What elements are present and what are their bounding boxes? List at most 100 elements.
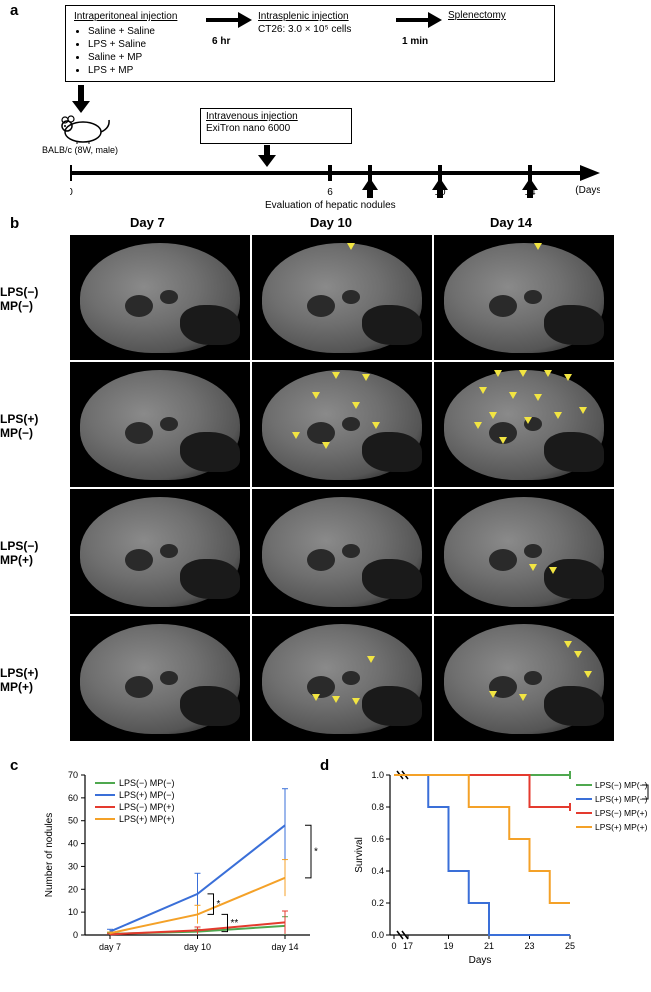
nodule-marker — [362, 374, 370, 381]
svg-text:0.8: 0.8 — [371, 802, 384, 812]
iv-title: Intravenous injection — [206, 111, 298, 122]
svg-text:LPS(+) MP(−): LPS(+) MP(−) — [595, 794, 648, 804]
ip-injection-list: Saline + Saline LPS + Saline Saline + MP… — [74, 25, 177, 77]
nodule-marker — [519, 694, 527, 701]
ct-image-r0c1 — [252, 235, 432, 360]
eval-label: Evaluation of hepatic nodules — [265, 200, 396, 211]
svg-text:LPS(−) MP(+): LPS(−) MP(+) — [595, 808, 648, 818]
nodule-marker — [524, 417, 532, 424]
nodule-marker — [574, 651, 582, 658]
ct-image-r1c0 — [70, 362, 250, 487]
nodule-marker — [564, 641, 572, 648]
svg-text:*: * — [217, 899, 221, 910]
intrasplenic-block: Intrasplenic injection CT26: 3.0 × 10⁵ c… — [258, 10, 351, 36]
intrasplenic-title: Intrasplenic injection — [258, 11, 349, 22]
panel-c-label: c — [10, 757, 18, 774]
nodule-marker — [549, 567, 557, 574]
nodule-marker — [579, 407, 587, 414]
nodule-marker — [489, 412, 497, 419]
svg-text:LPS(−) MP(−): LPS(−) MP(−) — [119, 778, 175, 788]
svg-text:0.2: 0.2 — [371, 898, 384, 908]
svg-text:40: 40 — [68, 839, 78, 849]
nodule-marker — [332, 372, 340, 379]
panel-cd: c 010203040506070day 7day 10day 14Number… — [0, 755, 651, 975]
svg-text:0.0: 0.0 — [371, 930, 384, 940]
svg-text:0.6: 0.6 — [371, 834, 384, 844]
nodule-marker — [312, 694, 320, 701]
svg-text:30: 30 — [68, 861, 78, 871]
mouse-label: BALB/c (8W, male) — [42, 145, 118, 155]
svg-text:0: 0 — [391, 941, 396, 951]
nodule-marker — [494, 370, 502, 377]
row-label-2: LPS(−)MP(+) — [0, 539, 38, 568]
ip-injection-title: Intraperitoneal injection — [74, 11, 177, 22]
day-header-14: Day 14 — [490, 215, 532, 230]
intrasplenic-sub: CT26: 3.0 × 10⁵ cells — [258, 24, 351, 35]
nodule-marker — [534, 243, 542, 250]
ct-image-r1c1 — [252, 362, 432, 487]
nodule-marker — [352, 698, 360, 705]
eval-arrows — [70, 178, 600, 200]
svg-text:17: 17 — [403, 941, 413, 951]
svg-text:LPS(+) MP(+): LPS(+) MP(+) — [119, 814, 175, 824]
nodule-marker — [347, 243, 355, 250]
nodule-marker — [312, 392, 320, 399]
svg-text:25: 25 — [565, 941, 575, 951]
ip-injection-block: Intraperitoneal injection Saline + Salin… — [74, 10, 177, 77]
ip-item-3: LPS + MP — [88, 64, 177, 77]
nodule-marker — [564, 374, 572, 381]
survival-chart: 0.00.20.40.60.81.001719212325DaysSurviva… — [350, 765, 650, 965]
row-label-3: LPS(+)MP(+) — [0, 666, 38, 695]
row-label-0: LPS(−)MP(−) — [0, 285, 38, 314]
svg-text:70: 70 — [68, 770, 78, 780]
ct-image-r1c2 — [434, 362, 614, 487]
ct-image-r2c2 — [434, 489, 614, 614]
panel-d-label: d — [320, 757, 329, 774]
nodule-marker — [544, 370, 552, 377]
arrow-1 — [206, 12, 252, 33]
day-header-10: Day 10 — [310, 215, 352, 230]
svg-text:19: 19 — [443, 941, 453, 951]
svg-text:LPS(+) MP(+): LPS(+) MP(+) — [595, 822, 648, 832]
nodule-marker — [332, 696, 340, 703]
nodule-marker — [584, 671, 592, 678]
figure: a Intraperitoneal injection Saline + Sal… — [0, 0, 651, 975]
svg-text:day 7: day 7 — [99, 942, 121, 952]
ct-image-r0c2 — [434, 235, 614, 360]
ct-image-r2c1 — [252, 489, 432, 614]
arrow-down-mouse — [72, 85, 90, 113]
svg-text:**: ** — [231, 918, 239, 929]
nodule-marker — [292, 432, 300, 439]
svg-text:LPS(−) MP(+): LPS(−) MP(+) — [119, 802, 175, 812]
protocol-box: Intraperitoneal injection Saline + Salin… — [65, 5, 555, 82]
panel-b: b Day 7 Day 10 Day 14 LPS(−)MP(−) LPS(+)M… — [0, 215, 651, 755]
nodule-marker — [554, 412, 562, 419]
arrow-2 — [396, 12, 442, 33]
nodule-marker — [367, 656, 375, 663]
svg-text:Days: Days — [469, 955, 492, 965]
ip-item-1: LPS + Saline — [88, 38, 177, 51]
nodule-marker — [372, 422, 380, 429]
svg-text:LPS(−) MP(−): LPS(−) MP(−) — [595, 780, 648, 790]
interval-1min: 1 min — [402, 36, 428, 47]
nodule-count-chart: 010203040506070day 7day 10day 14Number o… — [40, 765, 320, 965]
nodule-marker — [499, 437, 507, 444]
svg-text:60: 60 — [68, 793, 78, 803]
ct-image-r0c0 — [70, 235, 250, 360]
day-header-7: Day 7 — [130, 215, 165, 230]
interval-6hr: 6 hr — [212, 36, 230, 47]
splenectomy-title: Splenectomy — [448, 10, 506, 21]
row-label-1: LPS(+)MP(−) — [0, 412, 38, 441]
svg-text:20: 20 — [68, 884, 78, 894]
svg-text:0: 0 — [73, 930, 78, 940]
iv-sub: ExiTron nano 6000 — [206, 123, 290, 134]
svg-text:day 10: day 10 — [184, 942, 211, 952]
svg-text:*: * — [314, 847, 318, 858]
svg-text:1.0: 1.0 — [371, 770, 384, 780]
svg-text:10: 10 — [68, 907, 78, 917]
nodule-marker — [509, 392, 517, 399]
panel-b-label: b — [10, 215, 19, 232]
svg-text:day 14: day 14 — [271, 942, 298, 952]
nodule-marker — [519, 370, 527, 377]
panel-a: a Intraperitoneal injection Saline + Sal… — [0, 0, 651, 215]
